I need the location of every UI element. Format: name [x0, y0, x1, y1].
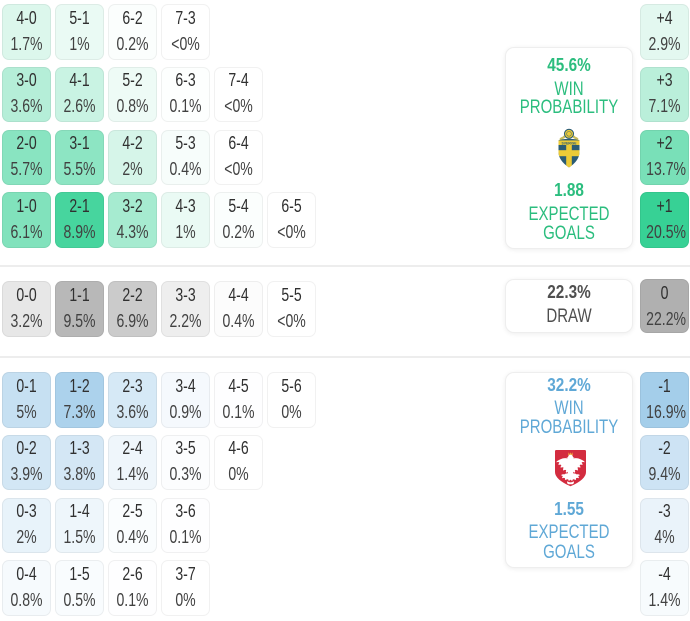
svg-text:SVERIGE: SVERIGE	[561, 141, 577, 145]
